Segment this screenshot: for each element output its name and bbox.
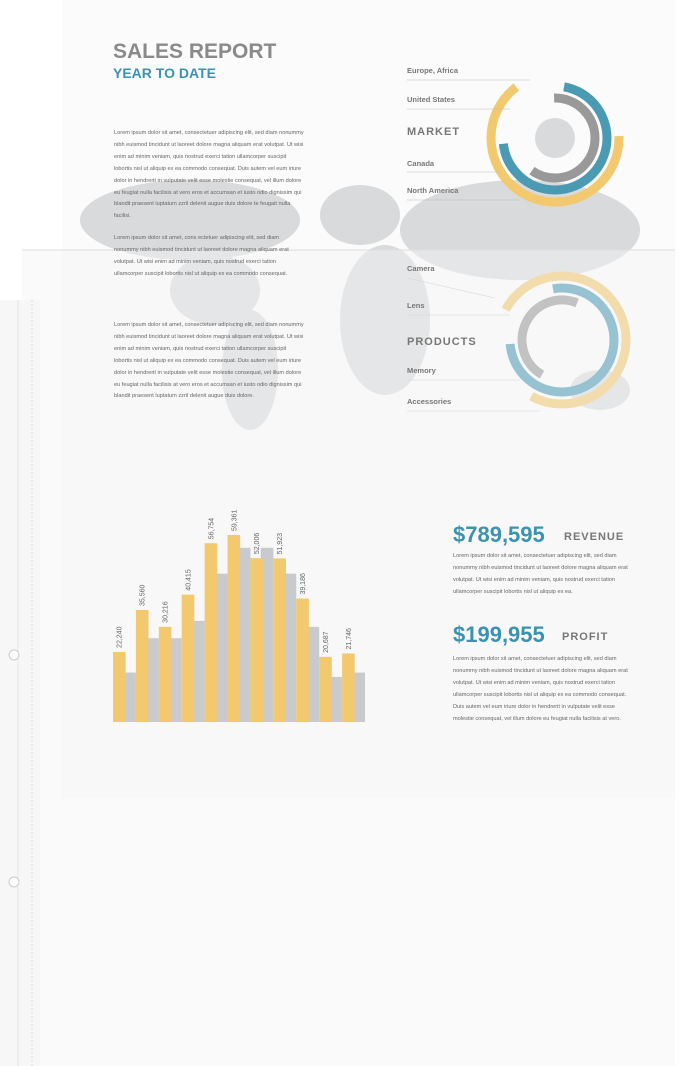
profit-label: PROFIT: [562, 631, 609, 643]
paragraph: Lorem ipsum dolor sit amet, consectetuer…: [114, 130, 304, 220]
value-label: 35,560: [140, 584, 147, 606]
bar: [113, 651, 126, 722]
bar: [146, 638, 159, 722]
value-label: 30,216: [163, 601, 170, 623]
market-label: North America: [407, 186, 459, 195]
revenue-label: REVENUE: [564, 531, 625, 543]
bar: [227, 535, 241, 722]
market-label: Europe, Africa: [407, 66, 458, 75]
bar: [214, 573, 228, 722]
market-label: Canada: [407, 159, 435, 168]
product-label: Accessories: [407, 397, 452, 406]
bar: [329, 676, 343, 722]
product-label: Lens: [407, 301, 425, 310]
bar: [237, 547, 251, 722]
market-heading: MARKET: [407, 126, 461, 138]
profit-text: Lorem ipsum dolor sit amet, consectetuer…: [453, 656, 628, 722]
title: SALES REPORT: [113, 40, 277, 63]
value-label: 39,186: [300, 573, 307, 595]
value-label: 56,754: [208, 518, 215, 540]
bar: [306, 626, 320, 722]
value-label: 40,415: [185, 569, 192, 591]
value-label: 20,687: [323, 631, 330, 653]
bar: [250, 558, 264, 722]
bar: [204, 543, 218, 722]
label-leaders: [406, 79, 540, 412]
bar: [135, 609, 149, 722]
bar: [283, 573, 297, 722]
bar: [260, 547, 274, 722]
bar: [296, 598, 309, 722]
value-label: 21,746: [346, 628, 353, 650]
bar: [123, 672, 136, 722]
revenue-text: Lorem ipsum dolor sit amet, consectetuer…: [453, 553, 628, 595]
paragraph: Lorem ipsum dolor sit amet, consectetuer…: [114, 322, 304, 400]
bar: [169, 638, 182, 722]
value-label: 59,361: [231, 509, 238, 531]
products-heading: PRODUCTS: [407, 336, 477, 348]
bar: [342, 653, 355, 722]
revenue-amount: $789,595: [453, 522, 545, 547]
product-label: Memory: [407, 366, 436, 375]
bar: [273, 558, 286, 722]
value-label: 22,240: [117, 626, 124, 648]
bar: [158, 626, 172, 722]
bar: [319, 656, 332, 722]
profit-amount: $199,955: [453, 622, 545, 647]
value-label: 51,923: [277, 533, 284, 555]
bar: [181, 594, 195, 722]
market-rings: [486, 69, 624, 207]
subtitle: YEAR TO DATE: [113, 65, 216, 81]
product-label: Camera: [407, 264, 435, 273]
bar: [192, 620, 205, 722]
paragraph: Lorem ipsum dolor sit amet, cons ectetue…: [114, 235, 289, 277]
market-label: United States: [407, 95, 455, 104]
bar: [352, 672, 365, 722]
value-label: 52,006: [254, 533, 261, 555]
